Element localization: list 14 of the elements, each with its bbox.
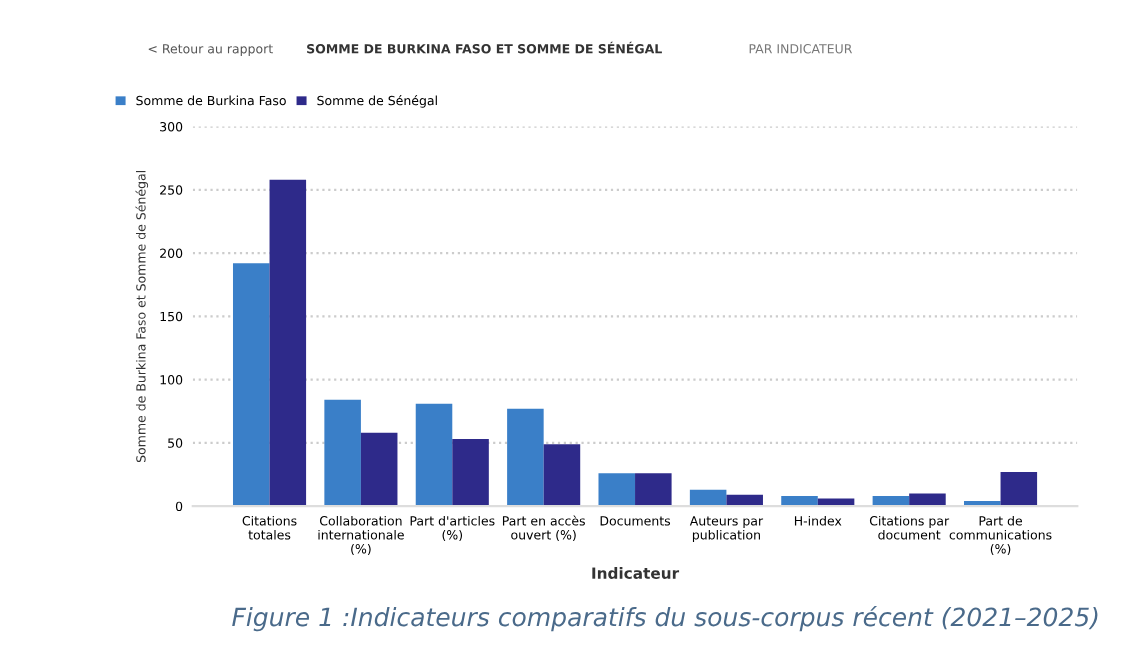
bar xyxy=(452,439,489,507)
bar xyxy=(689,489,727,507)
bar xyxy=(1000,471,1038,507)
bar xyxy=(269,179,307,507)
bar xyxy=(324,399,361,507)
bar xyxy=(232,263,270,507)
bar xyxy=(507,408,544,507)
bar xyxy=(415,403,453,507)
bar xyxy=(543,444,581,507)
bar xyxy=(598,473,636,507)
bar xyxy=(781,496,818,507)
bar xyxy=(635,473,672,507)
bar xyxy=(360,432,398,507)
caption: Figure 1 :Indicateurs comparatifs du sous-corpus récent (2021–2025) xyxy=(232,606,1098,632)
